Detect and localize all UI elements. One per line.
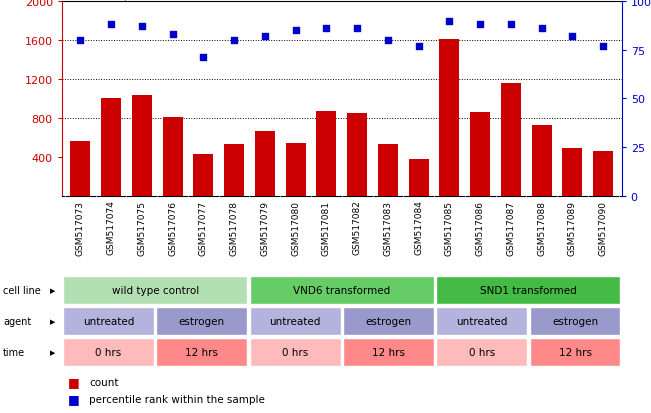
Text: GSM517073: GSM517073 (76, 200, 85, 255)
Point (536, 26, 547, 33)
Bar (436, 307, 527, 335)
Bar (436, 276, 620, 304)
Bar (101, 99, 121, 196)
Text: GSM517076: GSM517076 (168, 200, 177, 255)
Bar (250, 276, 434, 304)
Point (260, 34, 270, 40)
Text: GSM517080: GSM517080 (291, 200, 300, 255)
Bar (470, 113, 490, 196)
Text: percentile rank within the sample: percentile rank within the sample (89, 394, 265, 404)
Bar (224, 145, 244, 196)
Text: 12 hrs: 12 hrs (559, 347, 592, 357)
Text: ■: ■ (68, 375, 80, 389)
Text: agent: agent (3, 316, 31, 326)
Bar (562, 149, 583, 196)
Text: 0 hrs: 0 hrs (282, 347, 308, 357)
Text: cell line: cell line (3, 285, 41, 295)
Text: 0 hrs: 0 hrs (96, 347, 122, 357)
Point (413, 43, 424, 50)
Bar (343, 307, 434, 335)
Text: untreated: untreated (83, 316, 134, 326)
Bar (163, 118, 182, 196)
Text: ▶: ▶ (50, 318, 55, 324)
Bar (132, 96, 152, 196)
Bar (343, 338, 434, 366)
Text: ▶: ▶ (50, 287, 55, 293)
Point (167, 32, 178, 38)
Text: 12 hrs: 12 hrs (186, 347, 218, 357)
Bar (156, 338, 247, 366)
Point (598, 43, 609, 50)
Bar (63, 307, 154, 335)
Bar (436, 338, 527, 366)
Text: GSM517084: GSM517084 (414, 200, 423, 255)
Text: wild type control: wild type control (111, 285, 199, 295)
Bar (532, 125, 551, 196)
Point (383, 38, 393, 44)
Bar (255, 132, 275, 196)
Bar (63, 338, 154, 366)
Point (137, 24, 147, 31)
Text: GSM517090: GSM517090 (599, 200, 608, 255)
Bar (347, 114, 367, 196)
Text: untreated: untreated (456, 316, 507, 326)
Point (75, 38, 85, 44)
Text: GSM517077: GSM517077 (199, 200, 208, 255)
Text: GSM517089: GSM517089 (568, 200, 577, 255)
Bar (530, 338, 620, 366)
Bar (250, 307, 340, 335)
Bar (250, 338, 340, 366)
Text: estrogen: estrogen (179, 316, 225, 326)
Point (506, 22, 516, 28)
Point (198, 55, 208, 62)
Point (567, 34, 577, 40)
Text: GSM517086: GSM517086 (476, 200, 485, 255)
Text: GSM517074: GSM517074 (107, 200, 116, 255)
Text: GSM517087: GSM517087 (506, 200, 516, 255)
Text: estrogen: estrogen (552, 316, 598, 326)
Text: time: time (3, 347, 25, 357)
Point (352, 26, 363, 33)
Text: GSM517078: GSM517078 (230, 200, 239, 255)
Point (106, 22, 117, 28)
Bar (530, 307, 620, 335)
Bar (378, 145, 398, 196)
Text: 12 hrs: 12 hrs (372, 347, 405, 357)
Point (229, 38, 240, 44)
Text: GSM517085: GSM517085 (445, 200, 454, 255)
Text: count: count (89, 377, 118, 387)
Text: VND6 transformed: VND6 transformed (293, 285, 391, 295)
Bar (409, 159, 428, 196)
Text: SND1 transformed: SND1 transformed (480, 285, 577, 295)
Text: GSM517079: GSM517079 (260, 200, 270, 255)
Point (321, 26, 331, 33)
Text: ■: ■ (68, 392, 80, 405)
Point (475, 22, 486, 28)
Text: untreated: untreated (270, 316, 321, 326)
Text: GSM517075: GSM517075 (137, 200, 146, 255)
Bar (70, 142, 90, 196)
Bar (63, 276, 247, 304)
Bar (593, 152, 613, 196)
Text: GSM517088: GSM517088 (537, 200, 546, 255)
Text: GSM517083: GSM517083 (383, 200, 393, 255)
Bar (501, 83, 521, 196)
Bar (193, 154, 214, 196)
Bar (439, 40, 460, 196)
Text: 0 hrs: 0 hrs (469, 347, 495, 357)
Bar (156, 307, 247, 335)
Point (444, 18, 454, 25)
Text: GDS3934 / 265542_at: GDS3934 / 265542_at (62, 0, 199, 1)
Text: estrogen: estrogen (365, 316, 411, 326)
Text: ▶: ▶ (50, 349, 55, 355)
Text: GSM517081: GSM517081 (322, 200, 331, 255)
Bar (286, 144, 305, 196)
Text: GSM517082: GSM517082 (353, 200, 362, 255)
Point (290, 28, 301, 34)
Bar (316, 112, 337, 196)
